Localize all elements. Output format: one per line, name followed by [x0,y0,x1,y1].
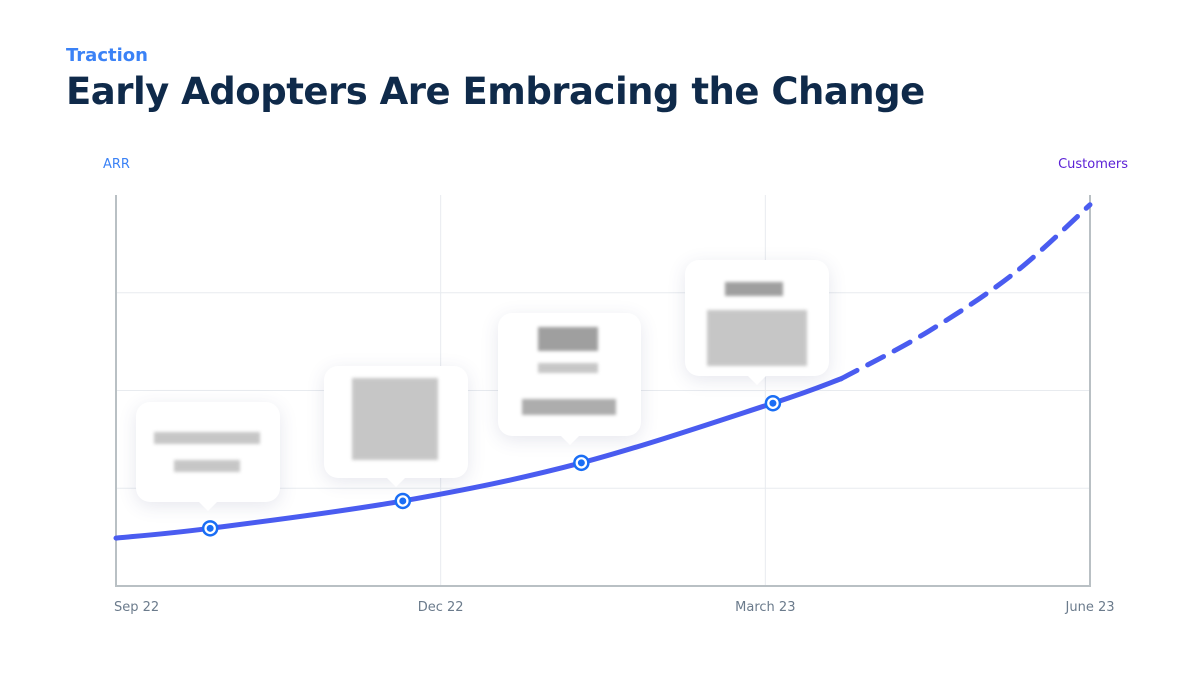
x-tick-label: Sep 22 [114,600,159,615]
x-tick-label: March 23 [735,600,795,615]
tooltip-blurred [685,260,829,385]
x-tick-label: Dec 22 [418,600,464,615]
data-point-marker-dot [577,459,585,467]
x-tick-label: June 23 [1065,600,1115,615]
right-axis-label: Customers [1058,157,1128,172]
chart-axes [115,195,1091,587]
data-point-marker-dot [399,497,407,505]
section-kicker: Traction [66,45,148,66]
tooltip-blurred [136,402,280,511]
data-point-marker-dot [206,524,214,532]
page-title: Early Adopters Are Embracing the Change [66,70,925,113]
tooltip-blurred [498,313,641,445]
series-line-projected [838,202,1093,382]
tooltip-blurred [324,366,468,487]
data-point-marker-dot [769,399,777,407]
left-axis-label: ARR [103,157,130,172]
